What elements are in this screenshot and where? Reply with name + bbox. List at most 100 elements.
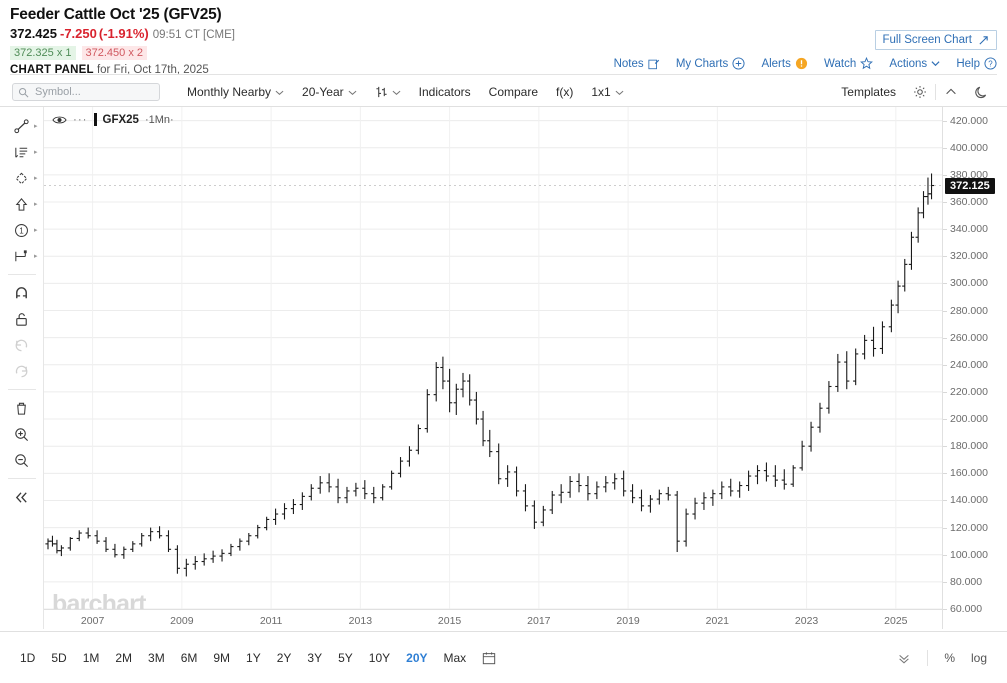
range-button-1y[interactable]: 1Y [246, 650, 261, 665]
range-button-5d[interactable]: 5D [51, 650, 67, 665]
y-axis-tick-label: 200.000 [950, 413, 988, 426]
chevron-down-icon [275, 88, 284, 97]
period-selector[interactable]: Monthly Nearby [178, 81, 293, 103]
functions-button[interactable]: f(x) [547, 81, 582, 103]
alerts-link[interactable]: Alerts [761, 57, 807, 70]
settings-button[interactable] [905, 82, 935, 102]
trash-icon[interactable] [5, 395, 39, 421]
notes-link[interactable]: Notes [614, 58, 660, 70]
range-button-1m[interactable]: 1M [82, 650, 100, 665]
x-axis-tick-label: 2023 [794, 615, 819, 627]
ohlc-bar [85, 527, 91, 539]
chart-panel-date: for Fri, Oct 17th, 2025 [96, 64, 209, 76]
zoom-in-icon[interactable] [5, 421, 39, 447]
annotation-list-icon[interactable]: ▸ [5, 139, 39, 165]
alert-bell-icon [795, 57, 808, 70]
compare-label: Compare [488, 85, 539, 99]
bid-ask-row: 372.325 x 1 372.450 x 2 [10, 46, 997, 60]
x-axis-tick-label: 2019 [616, 615, 640, 627]
ohlc-bar [576, 473, 582, 493]
quote-timestamp: 09:51 CT [CME] [152, 29, 235, 41]
ohlc-bar [674, 490, 680, 553]
magnet-icon[interactable] [5, 280, 39, 306]
dark-mode-button[interactable] [966, 82, 997, 103]
my-charts-link[interactable]: My Charts [676, 57, 745, 70]
ohlc-bar [594, 481, 600, 500]
ohlc-bar [344, 486, 350, 504]
range-button-2y[interactable]: 2Y [276, 650, 292, 665]
chart-footer: 1D 5D 1M 2M 3M 6M 9M 1Y 2Y 3Y 5Y 10Y 20Y Max % log [0, 631, 1007, 683]
range-button-9m[interactable]: 9M [213, 650, 231, 665]
ohlc-bar [453, 383, 459, 415]
watch-link[interactable]: Watch [824, 57, 874, 70]
ohlc-bar [920, 191, 927, 219]
calendar-icon[interactable] [474, 647, 504, 669]
chevron-right-icon: ▸ [33, 201, 38, 208]
full-screen-chart-button[interactable]: Full Screen Chart [874, 30, 997, 50]
line-tool-icon[interactable]: ▸ [5, 113, 39, 139]
ohlc-bar [844, 351, 850, 390]
layout-selector[interactable]: 1x1 [582, 81, 632, 103]
chart-canvas-area[interactable]: ··· GFX25 ·1Mn· barchart [44, 107, 942, 629]
ellipsis-icon[interactable]: ··· [73, 113, 88, 126]
indicators-button[interactable]: Indicators [410, 81, 480, 103]
ohlc-bar [424, 389, 430, 433]
ohlc-bar [290, 499, 297, 515]
svg-text:?: ? [988, 60, 993, 69]
ohlc-bar [603, 476, 609, 493]
ohlc-bar [148, 527, 154, 542]
measure-tool-icon[interactable]: ▸ [5, 243, 39, 269]
y-axis-tick-mark [943, 174, 947, 176]
range-button-2m[interactable]: 2M [115, 650, 133, 665]
range-button-3y[interactable]: 3Y [307, 650, 323, 665]
ohlc-bar [817, 402, 823, 433]
collapse-toolbar-button[interactable] [936, 82, 966, 102]
redo-icon[interactable] [5, 358, 39, 384]
ohlc-bar [473, 391, 479, 425]
y-axis-tick-label: 300.000 [950, 277, 988, 290]
arrow-tool-icon[interactable]: ▸ [5, 191, 39, 217]
ohlc-bar [480, 410, 486, 447]
numbered-marker-icon[interactable]: 1 ▸ [5, 217, 39, 243]
shape-tool-icon[interactable]: ▸ [5, 165, 39, 191]
price-axis[interactable]: 420.000 400.000 380.000 360.000 340.000 320.0… [942, 107, 1007, 629]
range-button-max[interactable]: Max [443, 650, 467, 665]
ohlc-bar [45, 538, 51, 550]
layout-label: 1x1 [591, 85, 611, 99]
undo-icon[interactable] [5, 332, 39, 358]
ohlc-bar [447, 368, 453, 413]
range-button-10y[interactable]: 10Y [368, 650, 391, 665]
ohlc-bar [54, 539, 60, 554]
actions-link[interactable]: Actions [889, 58, 940, 70]
collapse-rail-icon[interactable] [5, 484, 39, 510]
note-edit-icon [648, 58, 660, 70]
chevrons-down-icon[interactable] [889, 647, 919, 669]
templates-button[interactable]: Templates [832, 81, 905, 103]
compare-button[interactable]: Compare [480, 81, 547, 103]
range-button-1d[interactable]: 1D [20, 650, 36, 665]
percent-scale-button[interactable]: % [944, 650, 955, 665]
ohlc-bar [522, 484, 529, 512]
symbol-search[interactable] [12, 83, 160, 101]
chevron-down-icon [392, 88, 401, 97]
price-chart-plot[interactable] [44, 107, 942, 609]
range-button-3m[interactable]: 3M [148, 650, 165, 665]
range-selector[interactable]: 20-Year [293, 81, 366, 103]
time-axis[interactable]: 2007 2009 2011 2013 2015 2017 2019 2021 2023 2025 [44, 609, 942, 631]
help-link[interactable]: Help ? [956, 57, 997, 70]
unlock-icon[interactable] [5, 306, 39, 332]
header-actions: Full Screen Chart Notes My Charts Alerts [614, 30, 997, 70]
ohlc-bar [585, 476, 591, 501]
chart-type-selector[interactable] [366, 81, 410, 103]
range-button-6m[interactable]: 6M [180, 650, 198, 665]
range-button-20y[interactable]: 20Y [406, 650, 428, 665]
zoom-out-icon[interactable] [5, 447, 39, 473]
visibility-eye-icon[interactable] [52, 114, 67, 126]
ohlc-bar [308, 484, 314, 501]
search-input[interactable] [33, 85, 153, 99]
log-scale-button[interactable]: log [970, 650, 987, 665]
ohlc-bar [737, 481, 743, 498]
ohlc-bar [908, 231, 915, 270]
range-button-5y[interactable]: 5Y [338, 650, 353, 665]
